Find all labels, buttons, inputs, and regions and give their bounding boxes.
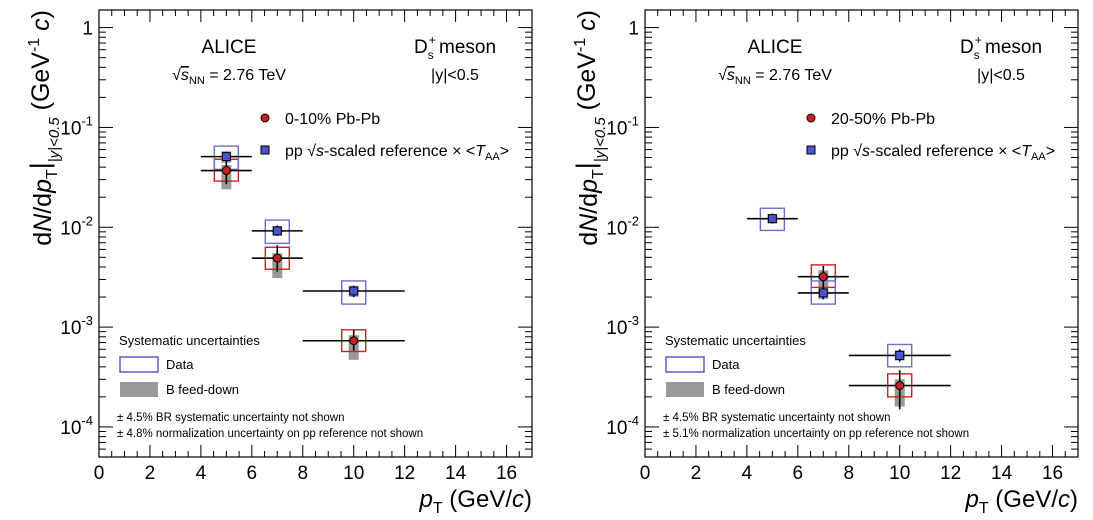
legend-entry: 20-50% Pb-Pb [831,111,935,128]
syst-legend-box-open [119,356,159,373]
uncertainty-note: ± 4.5% BR systematic uncertainty not sho… [663,412,890,424]
data-point-circle [895,381,905,391]
data-point-square [221,152,231,162]
x-tick-label: 12 [394,463,415,484]
data-layer [746,207,951,410]
legend-entry: 0-10% Pb-Pb [285,111,380,128]
chart-panel-1: 0 2 4 6 8 10 12 14 16 10-4 10-3 10-2 10-1 1 pT (GeV/c)… [25,9,533,517]
data-point-square [272,226,282,236]
energy-label: √sNN = 2.76 TeV [718,67,832,87]
x-tick-label: 12 [940,463,961,484]
y-tick-label: 10-1 [60,113,93,139]
experiment-label: ALICE [202,37,257,58]
x-tick-label: 6 [793,463,804,484]
experiment-label: ALICE [748,37,803,58]
legend-marker-circle [806,113,816,123]
syst-legend-box-open [665,356,705,373]
data-layer [200,145,405,360]
y-axis-title: dN/dpT||y|<0.5 (GeV-1 c) [571,10,609,246]
x-tick-label: 10 [889,463,910,484]
y-tick-label: 10-2 [606,213,639,239]
x-tick-label: 14 [991,463,1013,484]
data-point-square [818,288,828,298]
x-tick-label: 10 [343,463,364,484]
y-tick-label: 10-4 [606,413,639,439]
rapidity-label: |y|<0.5 [431,67,479,84]
x-tick-label: 0 [94,463,105,484]
x-tick-label: 0 [640,463,651,484]
data-point-square [767,214,777,224]
y-tick-label: 10-3 [606,313,639,339]
syst-legend-label: B feed-down [166,382,239,397]
y-tick-label: 10-1 [606,113,639,139]
uncertainty-note: ± 4.8% normalization uncertainty on pp r… [117,428,423,440]
data-point-square [349,286,359,296]
legend-marker-square [806,145,816,155]
x-tick-label: 16 [1042,463,1063,484]
data-point-circle [349,336,359,346]
x-tick-label: 4 [196,463,207,484]
uncertainty-note: ± 5.1% normalization uncertainty on pp r… [663,428,969,440]
legend-marker-square [260,145,270,155]
syst-box [264,219,290,245]
syst-legend-label: B feed-down [712,382,785,397]
syst-legend-box-filled [666,382,704,397]
syst-legend-title: Systematic uncertainties [665,333,806,348]
x-axis-title: pT (GeV/c) [419,486,533,515]
syst-box [341,280,367,305]
x-tick-label: 6 [247,463,258,484]
y-tick-label: 10-3 [60,313,93,339]
x-tick-label: 14 [445,463,467,484]
uncertainty-note: ± 4.5% BR systematic uncertainty not sho… [117,412,344,424]
syst-legend-label: Data [166,357,194,372]
x-tick-label: 4 [742,463,753,484]
particle-label: D+ s meson [414,33,496,62]
x-axis-title: pT (GeV/c) [965,486,1079,515]
legend-marker-circle [260,113,270,123]
y-tick-label: 1 [628,19,639,40]
energy-label: √sNN = 2.76 TeV [172,67,286,87]
syst-legend-title: Systematic uncertainties [119,333,260,348]
syst-legend-box-filled [120,382,158,397]
y-tick-label: 10-4 [60,413,93,439]
data-point-circle [818,272,828,282]
x-tick-label: 8 [297,463,308,484]
x-tick-label: 2 [691,463,702,484]
legend-entry: pp √s-scaled reference × <TAA> [285,143,509,163]
data-point-circle [272,253,282,263]
data-point-square [895,350,905,360]
legend-entry: pp √s-scaled reference × <TAA> [831,143,1055,163]
y-tick-label: 1 [82,19,93,40]
data-point-circle [221,166,231,176]
y-tick-label: 10-2 [60,213,93,239]
rapidity-label: |y|<0.5 [977,67,1025,84]
x-tick-label: 8 [843,463,854,484]
y-axis-title: dN/dpT||y|<0.5 (GeV-1 c) [25,10,63,246]
chart-panel-2: 0 2 4 6 8 10 12 14 16 10-4 10-3 10-2 10-1 1 pT (GeV/c)… [571,9,1079,517]
x-tick-label: 16 [496,463,517,484]
particle-label: D+ s meson [960,33,1042,62]
syst-legend-label: Data [712,357,740,372]
x-tick-label: 2 [145,463,156,484]
